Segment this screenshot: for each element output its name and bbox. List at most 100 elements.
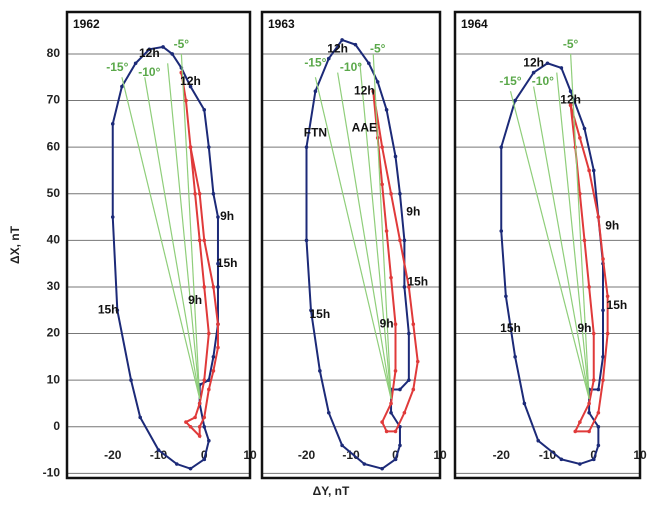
annotation: 12h bbox=[139, 46, 160, 60]
point bbox=[596, 215, 601, 219]
annotation: -10° bbox=[138, 65, 160, 79]
point bbox=[389, 191, 393, 196]
panel-background bbox=[67, 12, 250, 478]
y-tick-label: 70 bbox=[47, 93, 61, 107]
point bbox=[578, 136, 582, 140]
y-tick-label: 80 bbox=[47, 46, 61, 60]
point bbox=[216, 345, 220, 350]
point bbox=[596, 424, 601, 429]
point bbox=[156, 448, 161, 452]
point bbox=[545, 61, 550, 66]
annotation: 9h bbox=[380, 316, 394, 330]
point bbox=[601, 257, 605, 261]
point bbox=[393, 322, 398, 327]
annotation: 15h bbox=[310, 307, 331, 321]
y-tick-label: 40 bbox=[47, 233, 61, 247]
point bbox=[513, 355, 517, 359]
series-line bbox=[121, 77, 201, 399]
annotation: 15h bbox=[98, 302, 119, 316]
point bbox=[188, 466, 193, 471]
point bbox=[313, 89, 318, 94]
annotation: 9h bbox=[577, 321, 591, 335]
point bbox=[605, 331, 610, 336]
x-tick-label: 0 bbox=[590, 448, 597, 462]
point bbox=[591, 331, 596, 336]
point bbox=[380, 466, 384, 471]
point bbox=[202, 285, 207, 289]
panel-title: 1963 bbox=[268, 17, 295, 31]
point bbox=[402, 285, 407, 289]
point bbox=[591, 378, 596, 382]
point bbox=[402, 238, 407, 243]
panel-frame bbox=[65, 10, 252, 480]
series-line bbox=[569, 104, 609, 433]
annotation: -15° bbox=[106, 60, 128, 74]
annotation: -10° bbox=[340, 60, 362, 74]
point bbox=[578, 420, 582, 424]
point bbox=[170, 52, 175, 56]
point bbox=[601, 355, 605, 359]
point bbox=[499, 229, 504, 233]
annotation: 12h bbox=[523, 55, 544, 69]
point bbox=[326, 56, 331, 61]
point bbox=[304, 145, 309, 149]
point bbox=[591, 457, 596, 462]
point bbox=[389, 401, 393, 406]
point bbox=[371, 89, 376, 94]
point bbox=[175, 462, 179, 466]
annotation: -15° bbox=[499, 74, 521, 88]
point bbox=[211, 191, 216, 196]
point bbox=[380, 145, 384, 149]
point bbox=[211, 369, 216, 373]
point bbox=[389, 410, 393, 415]
series-line bbox=[533, 86, 590, 399]
point bbox=[202, 238, 207, 243]
point bbox=[193, 191, 197, 196]
point bbox=[398, 387, 402, 392]
point bbox=[596, 410, 601, 415]
point bbox=[596, 443, 601, 448]
point bbox=[380, 182, 384, 187]
point bbox=[188, 424, 193, 429]
panel-title: 1962 bbox=[73, 17, 100, 31]
y-tick-label: -10 bbox=[43, 466, 61, 480]
point bbox=[407, 285, 411, 289]
point bbox=[197, 191, 202, 196]
point bbox=[398, 191, 402, 196]
point bbox=[197, 434, 202, 438]
point bbox=[340, 443, 344, 448]
point bbox=[207, 387, 211, 392]
point bbox=[513, 98, 517, 103]
annotation: 9h bbox=[406, 205, 420, 219]
point bbox=[504, 294, 508, 299]
point bbox=[318, 369, 322, 373]
point bbox=[522, 401, 527, 406]
point bbox=[202, 378, 207, 382]
point bbox=[393, 369, 398, 373]
point bbox=[384, 229, 389, 233]
point bbox=[367, 61, 371, 66]
point bbox=[531, 70, 536, 75]
series-line bbox=[305, 38, 410, 470]
annotation: FTN bbox=[304, 125, 327, 139]
point bbox=[398, 238, 402, 243]
point bbox=[188, 145, 193, 149]
point bbox=[591, 168, 596, 173]
annotation: 12h bbox=[180, 74, 201, 88]
y-tick-label: 10 bbox=[47, 372, 61, 386]
point bbox=[161, 45, 165, 49]
point bbox=[197, 424, 202, 429]
point bbox=[559, 66, 564, 70]
point bbox=[207, 145, 211, 149]
point bbox=[568, 103, 573, 107]
point bbox=[147, 47, 152, 52]
point bbox=[568, 89, 573, 94]
point bbox=[380, 420, 384, 424]
y-tick-label: 30 bbox=[47, 279, 61, 293]
annotation: -10° bbox=[532, 74, 554, 88]
point bbox=[605, 294, 610, 299]
point bbox=[326, 410, 331, 415]
annotation: AAE bbox=[352, 121, 377, 135]
point bbox=[393, 429, 398, 434]
